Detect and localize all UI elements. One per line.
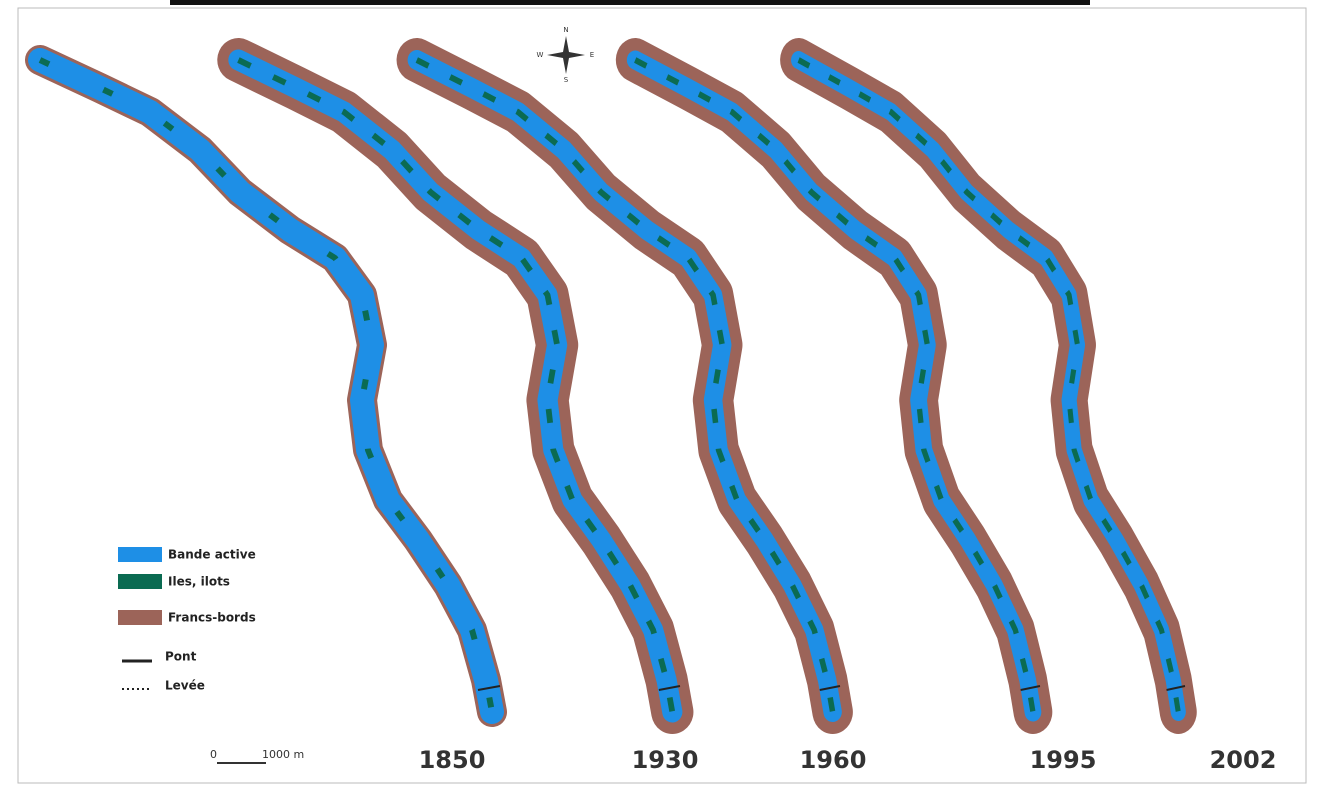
compass-west: W bbox=[537, 51, 544, 59]
legend-label: Levée bbox=[165, 679, 205, 693]
legend-swatch bbox=[118, 547, 162, 562]
header-bar bbox=[170, 0, 1090, 5]
compass-east: E bbox=[590, 51, 594, 59]
legend-swatch bbox=[118, 574, 162, 589]
legend-label: Bande active bbox=[168, 548, 256, 562]
compass-south: S bbox=[564, 76, 569, 84]
legend-label: Pont bbox=[165, 650, 197, 664]
legend-swatch bbox=[118, 610, 162, 625]
legend-label: Francs-bords bbox=[168, 611, 256, 625]
scale-end: 1000 m bbox=[262, 748, 304, 761]
year-label: 1850 bbox=[419, 746, 486, 774]
scale-start: 0 bbox=[210, 748, 217, 761]
year-label: 1995 bbox=[1030, 746, 1097, 774]
year-label: 1930 bbox=[632, 746, 699, 774]
year-label: 2002 bbox=[1210, 746, 1277, 774]
map-figure: N S E W Bande active Iles, ilots Francs-… bbox=[0, 0, 1324, 785]
year-label: 1960 bbox=[800, 746, 867, 774]
compass-north: N bbox=[563, 26, 568, 34]
legend-label: Iles, ilots bbox=[168, 575, 230, 589]
